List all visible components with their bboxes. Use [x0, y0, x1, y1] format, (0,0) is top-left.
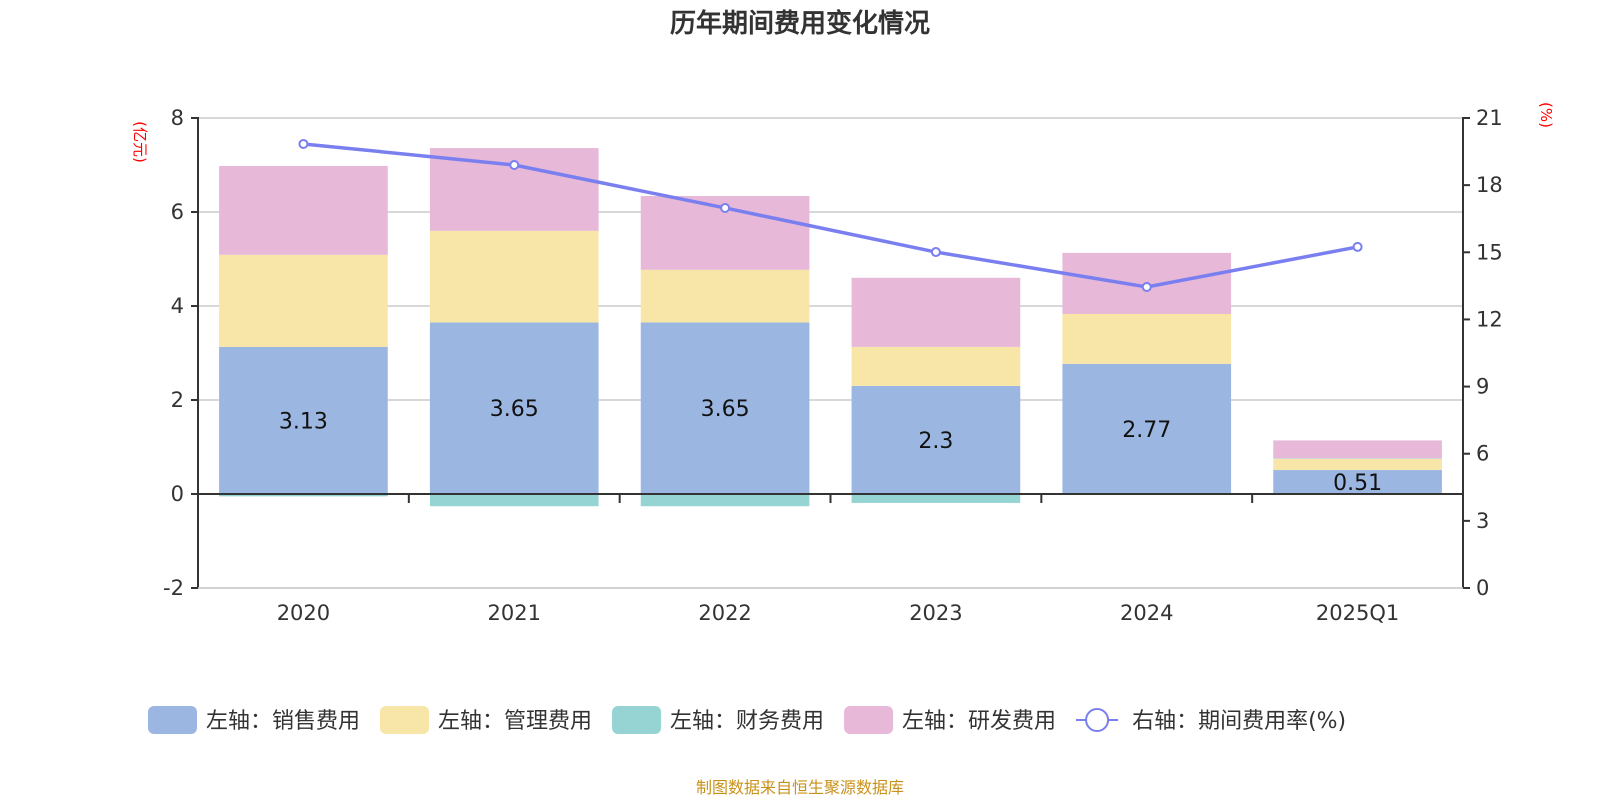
bar-2022-series-2 [640, 494, 810, 507]
legend-swatch-1 [380, 706, 430, 734]
bar-2020-series-3 [219, 165, 388, 255]
bar-2023-series-0 [851, 385, 1021, 494]
left-axis-tick-label: 2 [171, 388, 184, 412]
data-labels: 3.13 3.65 3.65 2.3 2.77 0.51 [279, 397, 1382, 496]
legend-marker-icon [1085, 708, 1110, 732]
bar-2023-series-2 [851, 494, 1021, 503]
legend-label-3: 左轴：研发费用 [902, 709, 1056, 734]
bar-2024-series-0 [1062, 363, 1232, 494]
rate-point-2022 [720, 202, 731, 213]
legend-swatch-2 [612, 706, 662, 734]
bar-2025Q1-series-2 [1273, 458, 1442, 459]
bar-2025Q1-series-1 [1273, 458, 1442, 471]
left-axis-tick-label: 4 [171, 294, 184, 318]
bar-2021-series-1 [429, 230, 599, 323]
rate-line [303, 142, 1358, 289]
legend-label-1: 左轴：管理费用 [438, 709, 592, 734]
x-axis-tick-label: 2021 [488, 601, 541, 625]
bar-2023-series-1 [851, 346, 1021, 386]
legend-swatch-0 [148, 706, 197, 734]
data-label-2024: 2.77 [1122, 418, 1171, 443]
bar-2021-series-2 [429, 494, 599, 507]
bar-2020-series-1 [219, 254, 388, 347]
rate-point-2021 [509, 160, 520, 170]
data-label-2021: 3.65 [490, 397, 539, 422]
data-label-2025Q1: 0.51 [1333, 471, 1382, 496]
left-axis-tick-label: 0 [171, 482, 184, 506]
legend-label-0: 左轴：销售费用 [206, 709, 360, 734]
bar-2023-series-3 [851, 277, 1021, 347]
bar-2022-series-1 [640, 269, 810, 323]
x-axis-tick-label: 2024 [1120, 601, 1173, 625]
bar-series [219, 148, 1442, 507]
rate-point-2023 [930, 247, 941, 258]
right-axis-tick-label: 9 [1476, 375, 1489, 399]
x-axis-tick-label: 2022 [698, 601, 751, 625]
data-label-2023: 2.3 [918, 429, 953, 454]
left-axis-tick-label: 6 [171, 200, 184, 224]
x-axis-tick-label: 2025Q1 [1316, 601, 1399, 625]
right-axis-tick-label: 0 [1476, 576, 1489, 600]
bar-2024-series-1 [1062, 313, 1232, 364]
right-axis-tick-label: 18 [1476, 173, 1503, 197]
legend-swatch-3 [844, 706, 894, 734]
x-axis-tick-label: 2023 [909, 601, 962, 625]
left-axis-unit: (亿元) [131, 121, 149, 163]
legend: 左轴：销售费用 左轴：管理费用 左轴：财务费用 左轴：研发费用 右轴：期间费用率(%) [148, 706, 1346, 734]
rate-point-2024 [1141, 281, 1152, 292]
data-label-2020: 3.13 [279, 409, 328, 434]
bar-2020-series-0 [219, 346, 388, 494]
right-axis-tick-label: 12 [1476, 307, 1503, 331]
legend-label-4: 右轴：期间费用率(%) [1132, 709, 1346, 734]
line-series [298, 138, 1363, 292]
right-axis-tick-label: 6 [1476, 442, 1489, 466]
axes: -2 0 2 4 6 8 0 3 6 9 12 15 18 21 2020 2021 2022 2023 2024 2… [163, 106, 1503, 625]
bar-2025Q1-series-3 [1273, 440, 1442, 459]
bar-2020-series-2 [219, 494, 388, 497]
data-label-2022: 3.65 [701, 397, 750, 422]
chart-title: 历年期间费用变化情况 [670, 8, 930, 39]
legend-label-2: 左轴：财务费用 [670, 709, 824, 734]
right-axis-tick-label: 21 [1476, 106, 1503, 130]
right-axis-unit: (%) [1537, 102, 1555, 128]
right-axis-tick-label: 15 [1476, 240, 1503, 264]
rate-point-2020 [298, 138, 309, 149]
bar-2025Q1-series-0 [1273, 470, 1442, 494]
bar-2021-series-0 [429, 322, 599, 494]
bar-2022-series-0 [640, 322, 810, 494]
left-axis-tick-label: 8 [171, 106, 184, 130]
source-note: 制图数据来自恒生聚源数据库 [696, 778, 904, 797]
rate-point-2025Q1 [1352, 241, 1363, 252]
left-axis-tick-label: -2 [163, 576, 184, 600]
right-axis-tick-label: 3 [1476, 509, 1489, 533]
x-axis-tick-label: 2020 [277, 601, 330, 625]
